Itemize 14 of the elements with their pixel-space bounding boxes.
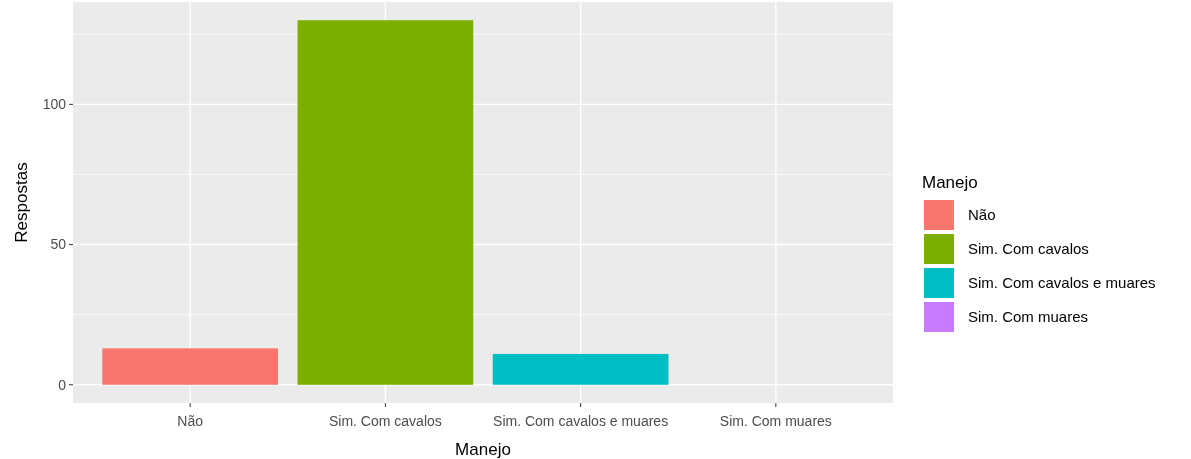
x-tick-label: Não: [177, 413, 204, 429]
legend-label: Sim. Com cavalos e muares: [968, 274, 1156, 292]
legend-label: Sim. Com muares: [968, 308, 1089, 326]
x-tick-label: Sim. Com cavalos e muares: [493, 413, 669, 429]
legend-title: Manejo: [922, 173, 978, 192]
y-tick-label: 0: [58, 376, 67, 393]
x-tick-label: Sim. Com cavalos: [328, 413, 442, 429]
legend-label: Não: [968, 206, 996, 224]
y-axis-title: Respostas: [12, 162, 31, 243]
legend-label: Sim. Com cavalos: [968, 240, 1089, 258]
y-tick-label: 100: [42, 96, 67, 113]
x-axis-title: Manejo: [455, 440, 511, 459]
x-tick-label: Sim. Com muares: [719, 413, 832, 429]
y-tick-label: 50: [50, 236, 67, 253]
